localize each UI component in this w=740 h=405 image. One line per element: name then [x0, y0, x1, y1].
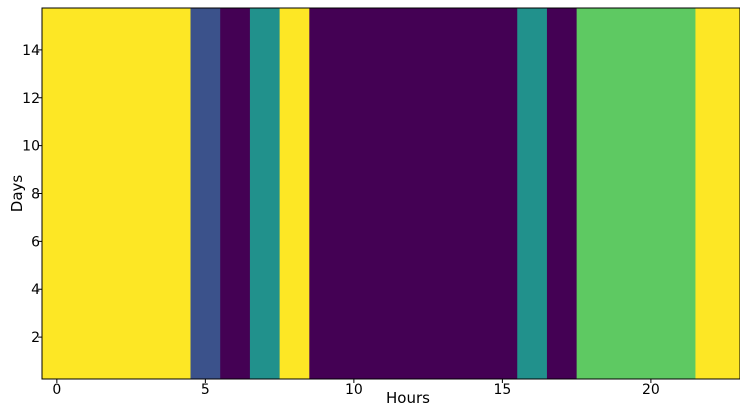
x-axis-ticks: 0 5 10 15 20 — [52, 379, 660, 398]
y-tick-label-0: 2 — [31, 330, 40, 346]
heatmap-cell-2 — [220, 8, 251, 379]
heatmap-cell-9 — [695, 8, 740, 379]
heatmap-cell-5 — [309, 8, 518, 379]
heatmap-cell-0 — [42, 8, 192, 379]
x-tick-label-2: 10 — [345, 382, 363, 398]
x-tick-label-3: 15 — [493, 382, 511, 398]
heatmap-cell-6 — [517, 8, 548, 379]
heatmap-cell-7 — [546, 8, 578, 379]
y-tick-label-5: 12 — [22, 91, 40, 107]
x-tick-label-1: 5 — [201, 382, 210, 398]
y-tick-label-3: 8 — [31, 187, 40, 203]
y-tick-label-6: 14 — [22, 43, 40, 59]
heatmap-cell-3 — [249, 8, 281, 379]
y-tick-label-4: 10 — [22, 139, 40, 155]
y-axis-label: Days — [8, 175, 26, 213]
x-tick-label-4: 20 — [642, 382, 660, 398]
heatmap-cell-4 — [279, 8, 310, 379]
heatmap-cells — [42, 8, 740, 379]
y-axis-ticks: 2 4 6 8 10 12 14 — [22, 43, 42, 346]
heatmap-cell-1 — [190, 8, 221, 379]
y-tick-label-1: 4 — [31, 282, 40, 298]
heatmap-cell-8 — [576, 8, 696, 379]
y-tick-label-2: 6 — [31, 234, 40, 250]
x-tick-label-0: 0 — [52, 382, 61, 398]
x-axis-label: Hours — [386, 389, 430, 405]
